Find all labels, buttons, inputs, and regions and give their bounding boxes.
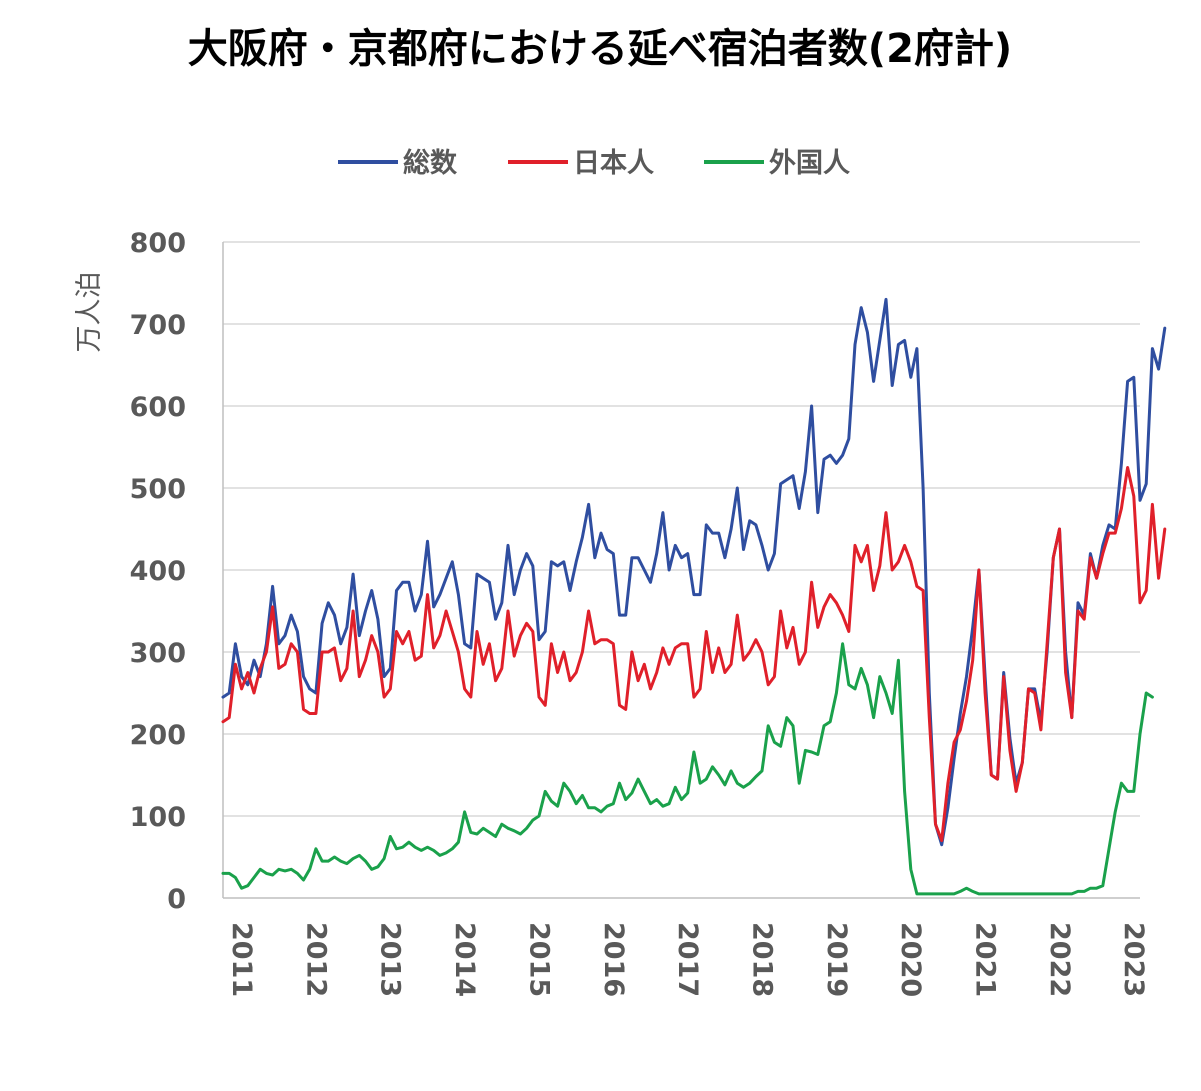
y-tick-label: 200 (130, 720, 186, 751)
y-tick-label: 600 (130, 392, 186, 423)
x-tick-label: 2017 (672, 922, 703, 997)
x-tick-label: 2016 (598, 922, 629, 997)
x-tick-label: 2021 (970, 922, 1001, 997)
y-tick-labels: 0 100 200 300 400 500 600 700 800 (130, 228, 186, 915)
x-tick-label: 2023 (1118, 922, 1149, 997)
legend-label-japanese: 日本人 (573, 148, 654, 179)
gridlines (222, 241, 1140, 899)
x-tick-label: 2012 (300, 922, 331, 997)
x-tick-label: 2022 (1044, 922, 1075, 997)
legend: 総数 日本人 外国人 (338, 147, 850, 179)
x-tick-label: 2013 (375, 922, 406, 997)
x-tick-labels: 2011 2012 2013 2014 2015 2016 2017 2018 2019 2020… (226, 922, 1149, 997)
legend-label-foreign: 外国人 (769, 148, 850, 179)
y-tick-label: 0 (167, 884, 186, 915)
x-tick-label: 2015 (523, 922, 554, 997)
x-tick-label: 2020 (895, 922, 926, 997)
y-tick-label: 800 (130, 228, 186, 259)
y-tick-label: 500 (130, 474, 186, 505)
series-line-japanese (221, 466, 1167, 843)
y-tick-label: 100 (130, 802, 186, 833)
y-tick-label: 300 (130, 638, 186, 669)
chart-title: 大阪府・京都府における延べ宿泊者数(2府計) (188, 26, 1012, 72)
x-tick-label: 2011 (226, 922, 257, 997)
y-tick-label: 700 (130, 310, 186, 341)
y-tick-label: 400 (130, 556, 186, 587)
y-axis-label: 万人泊 (74, 272, 105, 353)
x-tick-label: 2019 (821, 922, 852, 997)
x-tick-label: 2014 (449, 922, 480, 997)
series-lines (221, 297, 1167, 896)
series-line-foreign (221, 642, 1154, 896)
x-tick-label: 2018 (746, 922, 777, 997)
legend-label-total: 総数 (403, 147, 458, 179)
